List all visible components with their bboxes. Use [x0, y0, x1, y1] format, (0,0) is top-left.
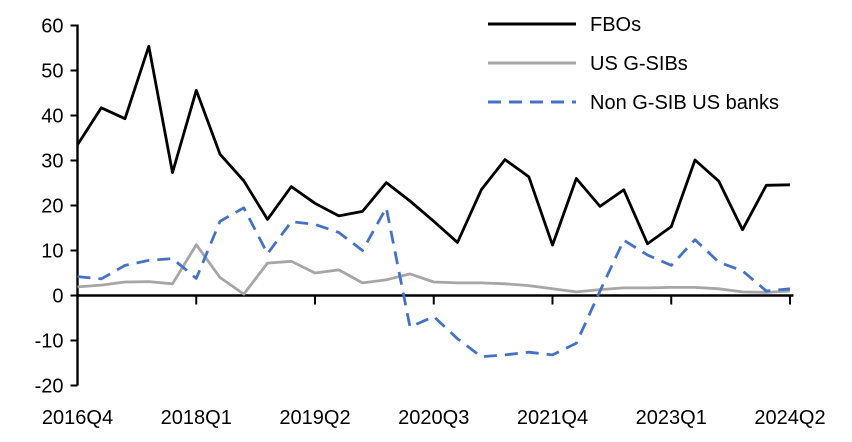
- legend-label-us-g-sibs: US G-SIBs: [590, 53, 688, 75]
- series-lines: [76, 44, 791, 359]
- y-tick-label: 20: [41, 196, 63, 218]
- y-tick-label: 0: [52, 286, 63, 308]
- x-tick-label: 2020Q3: [398, 407, 469, 429]
- x-tick-label: 2018Q1: [161, 407, 232, 429]
- series-line-fbos: [76, 44, 791, 247]
- legend: FBOs US G-SIBs Non G-SIB US banks: [488, 14, 779, 114]
- x-tick-label: 2019Q2: [279, 407, 350, 429]
- series-line-us-g-sibs: [77, 243, 791, 296]
- y-tick-label: 10: [41, 241, 63, 263]
- y-tick-label: -10: [35, 331, 64, 353]
- y-tick-label: 50: [41, 61, 63, 83]
- x-axis: 2016Q4 2018Q1 2019Q2 2020Q3 2021Q4 2023Q1 2024…: [42, 294, 826, 429]
- x-tick-label: 2021Q4: [517, 407, 588, 429]
- x-tick-label: 2023Q1: [636, 407, 707, 429]
- series-line-non-g-sib-us-banks: [77, 206, 791, 359]
- y-tick-label: -20: [35, 376, 64, 398]
- legend-label-non-g-sib-us-banks: Non G-SIB US banks: [590, 92, 779, 114]
- y-tick-label: 60: [41, 16, 63, 38]
- x-tick-label: 2016Q4: [42, 407, 113, 429]
- y-tick-label: 40: [41, 106, 63, 128]
- legend-label-fbos: FBOs: [590, 14, 641, 36]
- y-tick-label: 30: [41, 151, 63, 173]
- y-axis: 60 50 40 30 20 10 0 -10 -20: [35, 16, 79, 398]
- x-tick-label: 2024Q2: [754, 407, 825, 429]
